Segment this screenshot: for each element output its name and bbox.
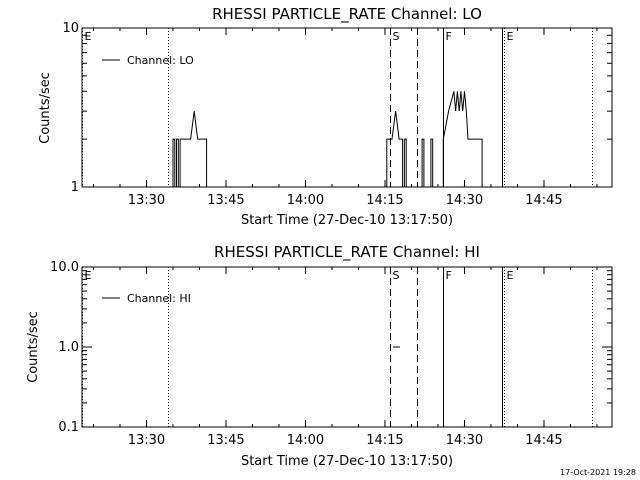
chart-title-lo: RHESSI PARTICLE_RATE Channel: LO xyxy=(212,5,482,24)
legend-hi: Channel: HI xyxy=(102,292,191,305)
x-tick-label: 13:30 xyxy=(128,193,165,208)
x-tick-label: 14:00 xyxy=(287,433,324,448)
series-line-segment xyxy=(386,111,407,188)
series-line-segment xyxy=(430,138,434,187)
x-tick-label: 14:45 xyxy=(525,193,562,208)
y-tick-label: 1.0 xyxy=(58,340,79,355)
event-label: E xyxy=(85,30,92,43)
legend-label-lo: Channel: LO xyxy=(127,54,194,67)
event-label: F xyxy=(446,269,452,282)
x-tick-label: 13:45 xyxy=(207,433,244,448)
series-line-segment xyxy=(421,138,425,187)
series-line-segment xyxy=(172,111,208,188)
panel-lo: RHESSI PARTICLE_RATE Channel: LO Counts/… xyxy=(38,5,613,228)
y-axis-label-lo: Counts/sec xyxy=(38,72,53,144)
axis-ticks-lo: 13:30 13:45 14:00 14:15 14:30 14:45 1 10 xyxy=(62,21,612,208)
y-axis-label-hi: Counts/sec xyxy=(26,311,41,383)
chart-title-hi: RHESSI PARTICLE_RATE Channel: HI xyxy=(214,243,480,262)
x-tick-label: 14:15 xyxy=(366,433,403,448)
event-label: F xyxy=(446,30,452,43)
y-tick-label: 10 xyxy=(62,21,79,36)
plot-frame-hi xyxy=(81,266,613,428)
axis-ticks-hi: 13:30 13:45 14:00 14:15 14:30 14:45 0.1 1.0 10.0 xyxy=(50,260,612,448)
x-tick-label: 14:30 xyxy=(446,433,483,448)
x-tick-label: 14:00 xyxy=(287,193,324,208)
x-axis-label-hi: Start Time (27-Dec-10 13:17:50) xyxy=(241,454,453,469)
x-tick-label: 13:30 xyxy=(128,433,165,448)
event-label: E xyxy=(85,269,92,282)
legend-label-hi: Channel: HI xyxy=(127,292,191,305)
panel-hi: RHESSI PARTICLE_RATE Channel: HI Counts/… xyxy=(26,243,613,469)
plot-frame-lo xyxy=(81,27,613,188)
y-tick-label: 10.0 xyxy=(50,260,79,275)
y-tick-label: 1 xyxy=(71,180,79,195)
event-label: S xyxy=(393,30,400,43)
event-label: S xyxy=(393,269,400,282)
x-tick-label: 14:15 xyxy=(366,193,403,208)
event-label: E xyxy=(507,30,514,43)
x-axis-label-lo: Start Time (27-Dec-10 13:17:50) xyxy=(241,213,453,228)
footer-timestamp: 17-Oct-2021 19:28 xyxy=(560,468,636,477)
series-line-segment xyxy=(442,91,483,187)
event-label: E xyxy=(507,269,514,282)
x-tick-label: 14:30 xyxy=(446,193,483,208)
series-lo xyxy=(172,91,483,188)
legend-lo: Channel: LO xyxy=(102,54,194,67)
x-tick-label: 13:45 xyxy=(207,193,244,208)
y-tick-label: 0.1 xyxy=(58,420,79,435)
x-tick-label: 14:45 xyxy=(525,433,562,448)
